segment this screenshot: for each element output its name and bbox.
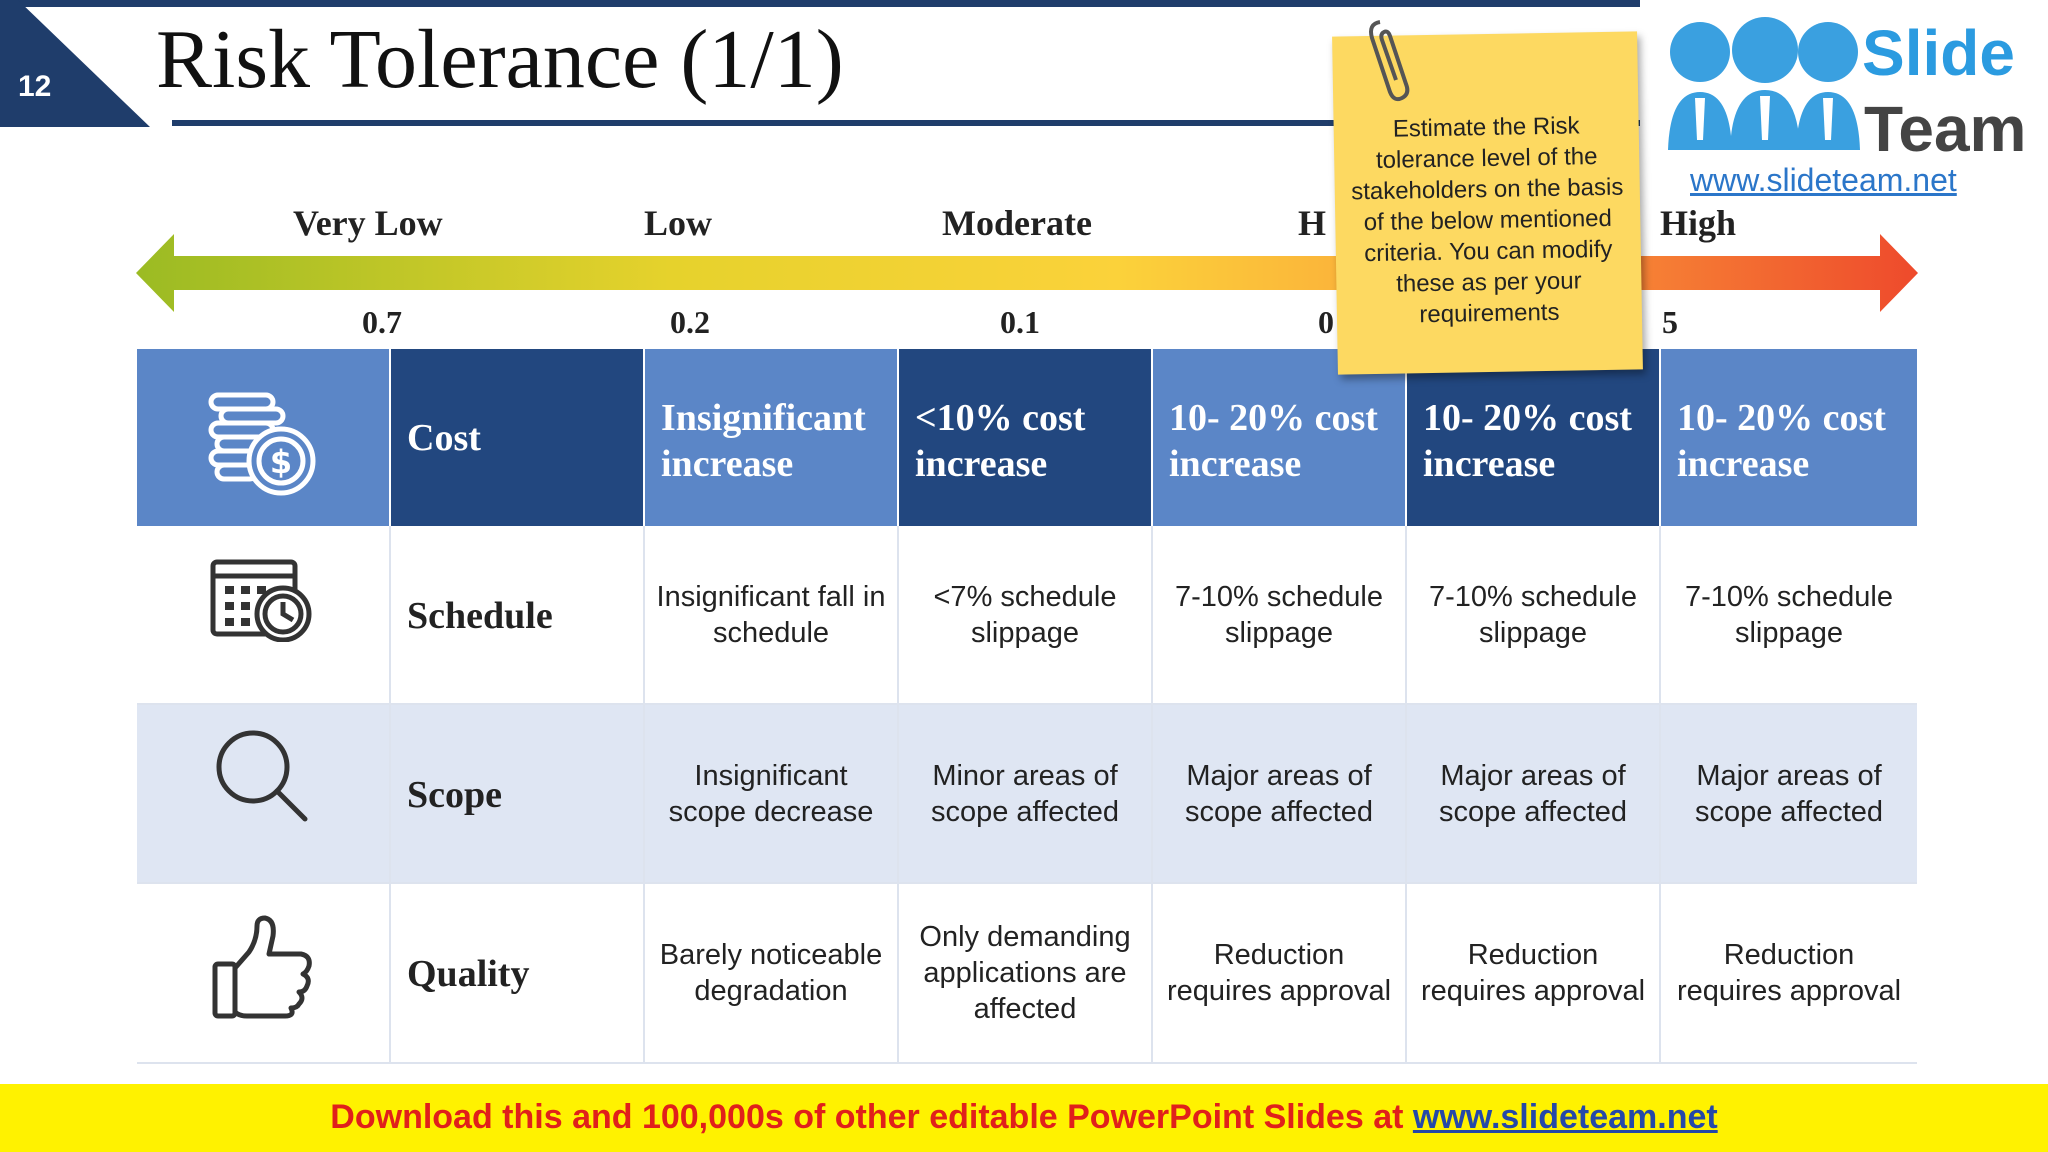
cost-icon-cell: $ <box>137 349 391 526</box>
scale-value-2: 0.1 <box>1000 304 1040 340</box>
scope-cell-4: Major areas of scope affected <box>1407 705 1661 884</box>
logo-url[interactable]: www.slideteam.net <box>1690 162 1957 198</box>
row-label-schedule: Schedule <box>391 526 645 705</box>
people-icon <box>1668 17 1860 150</box>
quality-cell-1: Barely noticeable degradation <box>645 884 899 1064</box>
sticky-note-text: Estimate the Risk tolerance level of the… <box>1350 112 1624 329</box>
schedule-cell-4: 7-10% schedule slippage <box>1407 526 1661 705</box>
scale-label-very-low: Very Low <box>293 203 443 243</box>
paperclip-icon <box>1369 20 1410 102</box>
download-banner: Download this and 100,000s of other edit… <box>0 1084 2048 1152</box>
cost-cell-5: 10- 20% cost increase <box>1661 349 1917 526</box>
cost-cell-4: 10- 20% cost increase <box>1407 349 1661 526</box>
logo-word-team: Team <box>1864 93 2027 165</box>
scale-value-4: 5 <box>1662 304 1678 340</box>
top-bar <box>0 0 2048 7</box>
footer-message: Download this and 100,000s of other edit… <box>330 1098 1404 1136</box>
scale-value-1: 0.2 <box>670 304 710 340</box>
slide-title: Risk Tolerance (1/1) <box>156 13 844 106</box>
footer-link[interactable]: www.slideteam.net <box>1412 1098 1718 1136</box>
svg-text:$: $ <box>270 443 292 481</box>
scope-cell-5: Major areas of scope affected <box>1661 705 1917 884</box>
scope-cell-1: Insignificant scope decrease <box>645 705 899 884</box>
risk-tolerance-table: $ Cost Insignificant increase <10% cost … <box>137 349 1917 1064</box>
slideteam-logo: Slide Team www.slideteam.net <box>1640 0 2048 200</box>
slide-number: 12 <box>18 70 52 103</box>
magnifier-icon <box>216 730 308 822</box>
risk-scale-arrow <box>136 234 1918 312</box>
quality-cell-5: Reduction requires approval <box>1661 884 1917 1064</box>
row-label-cost: Cost <box>391 349 645 526</box>
schedule-cell-5: 7-10% schedule slippage <box>1661 526 1917 705</box>
scale-label-high: High <box>1660 203 1737 243</box>
logo-word-slide: Slide <box>1862 17 2015 89</box>
quality-icon-cell <box>137 884 391 1064</box>
scale-label-low: Low <box>644 203 713 243</box>
quality-cell-4: Reduction requires approval <box>1407 884 1661 1064</box>
scale-label-moderate: Moderate <box>942 203 1092 243</box>
row-label-quality: Quality <box>391 884 645 1064</box>
schedule-cell-2: <7% schedule slippage <box>899 526 1153 705</box>
thumbs-up-icon <box>212 915 312 1019</box>
scope-cell-2: Minor areas of scope affected <box>899 705 1153 884</box>
schedule-icon-cell <box>137 526 391 705</box>
schedule-cell-3: 7-10% schedule slippage <box>1153 526 1407 705</box>
scale-label-high-partial: H <box>1298 203 1327 243</box>
row-label-scope: Scope <box>391 705 645 884</box>
quality-cell-2: Only demanding applications are affected <box>899 884 1153 1064</box>
coins-dollar-icon: $ <box>208 392 316 496</box>
scope-cell-3: Major areas of scope affected <box>1153 705 1407 884</box>
download-banner-text: Download this and 100,000s of other edit… <box>0 1098 2048 1137</box>
quality-cell-3: Reduction requires approval <box>1153 884 1407 1064</box>
scope-icon-cell <box>137 705 391 884</box>
title-underline <box>172 120 1672 126</box>
cost-cell-2: <10% cost increase <box>899 349 1153 526</box>
scale-value-3: 0 <box>1318 304 1334 340</box>
slide-number-badge <box>0 0 150 127</box>
scale-value-0: 0.7 <box>362 304 402 340</box>
schedule-cell-1: Insignificant fall in schedule <box>645 526 899 705</box>
cost-cell-3: 10- 20% cost increase <box>1153 349 1407 526</box>
calendar-clock-icon <box>210 559 312 642</box>
cost-cell-1: Insignificant increase <box>645 349 899 526</box>
